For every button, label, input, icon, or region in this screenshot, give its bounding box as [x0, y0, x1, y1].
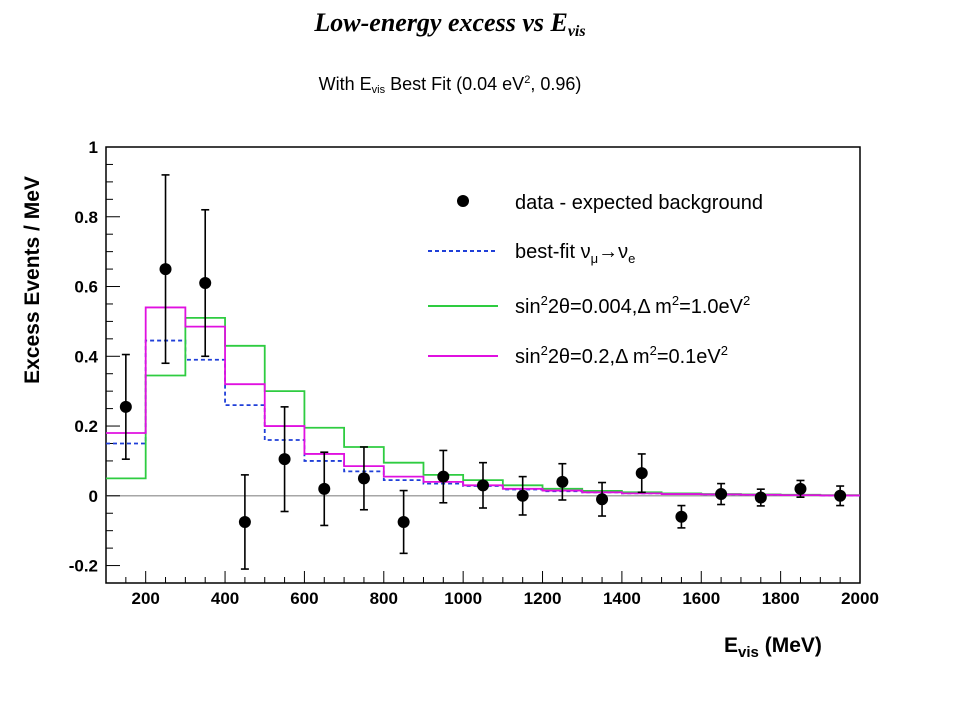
title-subscript: vis — [567, 23, 586, 40]
page-title: Low-energy excess vs Evis — [0, 8, 900, 41]
x-axis-label: Evis (MeV) — [724, 634, 822, 661]
data-point — [794, 482, 807, 495]
data-point — [477, 479, 489, 492]
data-point — [318, 482, 331, 495]
x-tick-label: 2000 — [841, 589, 879, 608]
y-axis-label: Excess Events / MeV — [21, 176, 44, 384]
x-tick-label: 1600 — [682, 589, 720, 608]
title-main: Low-energy excess vs E — [314, 8, 568, 37]
data-point — [199, 277, 212, 290]
y-tick-label: 0.6 — [74, 278, 98, 297]
data-point — [675, 510, 688, 523]
y-tick-label: -0.2 — [69, 557, 98, 576]
subtitle-superscript: 2 — [524, 74, 531, 86]
y-tick-label: 0.8 — [74, 208, 98, 227]
x-tick-label: 1000 — [444, 589, 482, 608]
data-point — [834, 489, 847, 502]
data-point — [119, 400, 132, 413]
legend-data-marker — [457, 195, 469, 207]
x-tick-label: 1400 — [603, 589, 641, 608]
y-tick-label: 1 — [89, 138, 98, 157]
subtitle-subscript: vis — [371, 84, 386, 96]
y-tick-label: 0 — [89, 487, 98, 506]
plot-area: 200 400 600 800 1000 1200 1400 1600 1800 2000 -0.2… — [69, 138, 879, 608]
x-tick-label: 400 — [211, 589, 239, 608]
x-tick-label: 200 — [131, 589, 159, 608]
y-tick-label: 0.2 — [74, 417, 98, 436]
legend-data-label: data - expected background — [515, 192, 763, 214]
x-tick-label: 800 — [370, 589, 398, 608]
legend: data - expected background best-fit νμ→ν… — [428, 192, 763, 368]
plot-frame — [105, 146, 861, 584]
data-point — [278, 453, 291, 466]
data-point — [357, 472, 370, 485]
x-tick-label: 600 — [290, 589, 318, 608]
x-tick-label: 1800 — [762, 589, 800, 608]
data-point — [159, 263, 172, 276]
data-point — [715, 488, 728, 501]
subtitle-end: , 0.96) — [530, 74, 582, 94]
data-point — [596, 493, 609, 506]
subtitle-mid: Best Fit (0.04 eV — [385, 74, 525, 94]
data-point — [635, 467, 648, 480]
legend-bestfit-label: best-fit νμ→νe — [515, 241, 635, 266]
subtitle-prefix: With E — [318, 74, 372, 94]
data-point — [516, 489, 529, 502]
data-point — [754, 491, 767, 504]
data-point — [238, 515, 251, 528]
legend-magenta-label: sin22θ=0.2,Δ m2=0.1eV2 — [515, 343, 728, 368]
data-point — [437, 470, 450, 483]
data-point — [556, 475, 569, 488]
x-tick-label: 1200 — [524, 589, 562, 608]
legend-green-label: sin22θ=0.004,Δ m2=1.0eV2 — [515, 293, 750, 318]
data-point — [397, 515, 410, 528]
y-tick-label: 0.4 — [74, 347, 98, 366]
chart-subtitle: With Evis Best Fit (0.04 eV2, 0.96) — [0, 74, 900, 96]
